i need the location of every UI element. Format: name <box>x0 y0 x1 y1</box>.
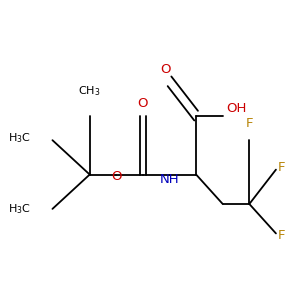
Text: H$_3$C: H$_3$C <box>8 202 31 216</box>
Text: F: F <box>246 117 253 130</box>
Text: F: F <box>277 161 285 174</box>
Text: O: O <box>111 170 122 183</box>
Text: NH: NH <box>160 173 179 186</box>
Text: CH$_3$: CH$_3$ <box>78 85 101 98</box>
Text: O: O <box>160 63 171 76</box>
Text: F: F <box>277 230 285 242</box>
Text: OH: OH <box>227 102 247 115</box>
Text: O: O <box>138 97 148 110</box>
Text: H$_3$C: H$_3$C <box>8 131 31 145</box>
